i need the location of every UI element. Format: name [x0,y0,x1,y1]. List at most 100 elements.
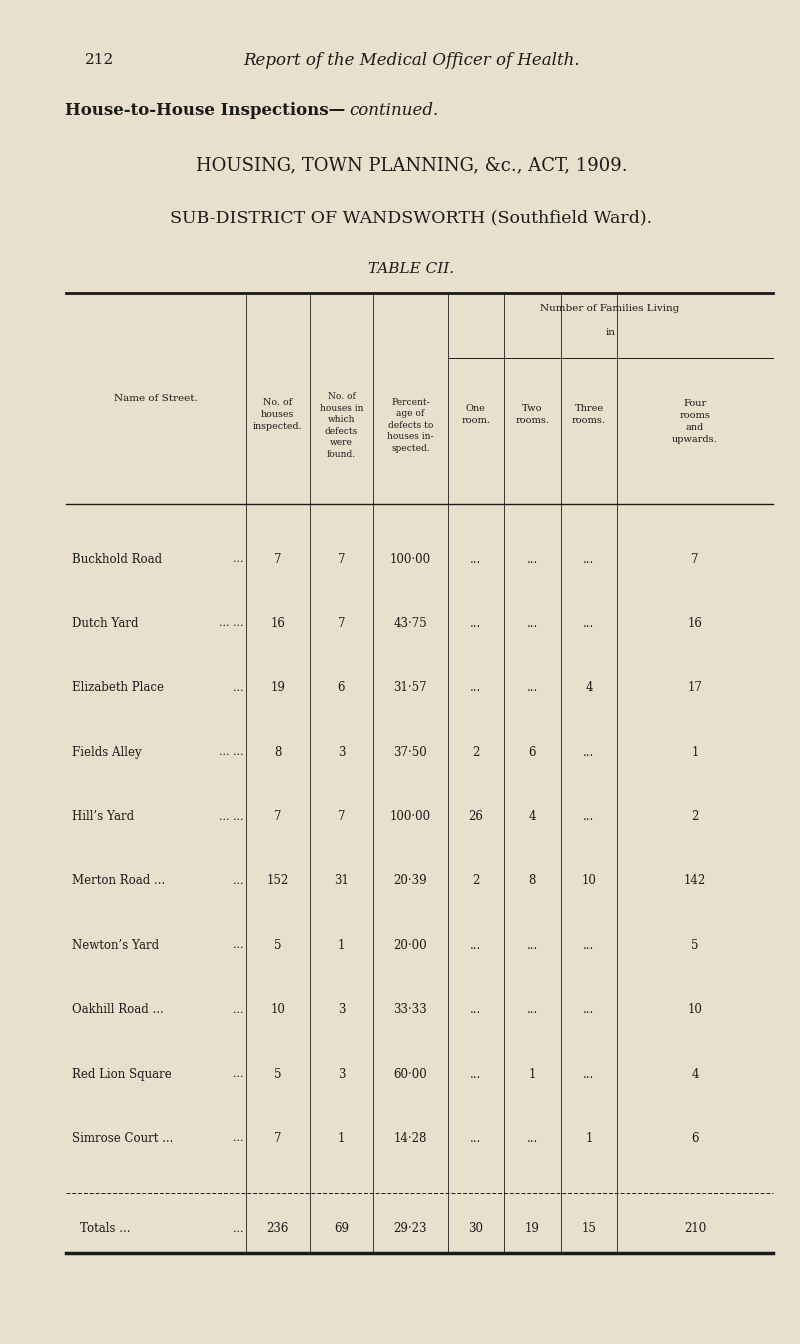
Text: 31: 31 [334,875,349,887]
Text: in: in [605,328,615,337]
Text: ...: ... [583,746,594,759]
Text: 1: 1 [529,1067,536,1081]
Text: 100·00: 100·00 [390,810,431,823]
Text: 2: 2 [691,810,698,823]
Text: 14·28: 14·28 [394,1132,427,1145]
Text: 6: 6 [691,1132,698,1145]
Text: 43·75: 43·75 [394,617,427,630]
Text: Newton’s Yard: Newton’s Yard [72,939,159,952]
Text: ...: ... [470,939,482,952]
Text: 7: 7 [274,1132,282,1145]
Text: ...: ... [526,552,538,566]
Text: 1: 1 [586,1132,593,1145]
Text: 31·57: 31·57 [394,681,427,695]
Text: ...: ... [470,1132,482,1145]
Text: ...: ... [233,1223,244,1234]
Text: ...: ... [583,617,594,630]
Text: ...: ... [233,876,244,886]
Text: 212: 212 [85,54,114,67]
Text: 10: 10 [687,1003,702,1016]
Text: 1: 1 [338,1132,345,1145]
Text: 236: 236 [266,1222,289,1235]
Text: 210: 210 [684,1222,706,1235]
Text: 5: 5 [691,939,698,952]
Text: ...: ... [470,681,482,695]
Text: 15: 15 [582,1222,596,1235]
Text: 1: 1 [691,746,698,759]
Text: 37·50: 37·50 [394,746,427,759]
Text: Four
rooms
and
upwards.: Four rooms and upwards. [672,399,718,444]
Text: 4: 4 [691,1067,698,1081]
Text: ...: ... [526,939,538,952]
Text: Dutch Yard: Dutch Yard [72,617,138,630]
Text: ...: ... [233,554,244,564]
Text: 20·00: 20·00 [394,939,427,952]
Text: Buckhold Road: Buckhold Road [72,552,162,566]
Text: 1: 1 [338,939,345,952]
Text: ...: ... [526,1132,538,1145]
Text: House-to-House Inspections—: House-to-House Inspections— [65,102,346,118]
Text: 3: 3 [338,1067,346,1081]
Text: ...: ... [526,681,538,695]
Text: No. of
houses
inspected.: No. of houses inspected. [253,398,302,431]
Text: ...: ... [583,1067,594,1081]
Text: 6: 6 [338,681,346,695]
Text: 17: 17 [687,681,702,695]
Text: Totals ...: Totals ... [80,1222,130,1235]
Text: ...: ... [470,552,482,566]
Text: 29·23: 29·23 [394,1222,427,1235]
Text: ...: ... [583,810,594,823]
Text: 30: 30 [468,1222,483,1235]
Text: 8: 8 [529,875,536,887]
Text: continued.: continued. [350,102,438,118]
Text: ...: ... [233,683,244,692]
Text: 19: 19 [525,1222,540,1235]
Text: 19: 19 [270,681,286,695]
Text: Elizabeth Place: Elizabeth Place [72,681,164,695]
Text: SUB-DISTRICT OF WANDSWORTH (Southfield Ward).: SUB-DISTRICT OF WANDSWORTH (Southfield W… [170,210,653,226]
Text: ...: ... [583,1003,594,1016]
Text: 20·39: 20·39 [394,875,427,887]
Text: Name of Street.: Name of Street. [114,394,198,403]
Text: 100·00: 100·00 [390,552,431,566]
Text: 7: 7 [338,810,346,823]
Text: ...: ... [470,617,482,630]
Text: Oakhill Road ...: Oakhill Road ... [72,1003,164,1016]
Text: Three
rooms.: Three rooms. [572,405,606,425]
Text: ... ...: ... ... [219,747,244,757]
Text: Number of Families Living: Number of Families Living [541,304,680,313]
Text: 33·33: 33·33 [394,1003,427,1016]
Text: 152: 152 [266,875,289,887]
Text: 60·00: 60·00 [394,1067,427,1081]
Text: 7: 7 [338,617,346,630]
Text: ...: ... [526,617,538,630]
Text: 7: 7 [338,552,346,566]
Text: ...: ... [233,1068,244,1079]
Text: 5: 5 [274,939,282,952]
Text: 4: 4 [529,810,536,823]
Text: ...: ... [233,941,244,950]
Text: TABLE CII.: TABLE CII. [369,262,454,276]
Text: 26: 26 [468,810,483,823]
Text: 2: 2 [472,746,479,759]
Text: No. of
houses in
which
defects
were
found.: No. of houses in which defects were foun… [320,392,363,458]
Text: 3: 3 [338,746,346,759]
Text: ... ...: ... ... [219,812,244,821]
Text: 69: 69 [334,1222,349,1235]
Text: Percent-
age of
defects to
houses in-
spected.: Percent- age of defects to houses in- sp… [387,398,434,453]
Text: One
room.: One room. [462,405,490,425]
Text: 2: 2 [472,875,479,887]
Text: 10: 10 [270,1003,286,1016]
Text: 3: 3 [338,1003,346,1016]
Text: ...: ... [470,1003,482,1016]
Text: ...: ... [470,1067,482,1081]
Text: 16: 16 [687,617,702,630]
Text: 4: 4 [586,681,593,695]
Text: ...: ... [583,552,594,566]
Text: Two
rooms.: Two rooms. [515,405,550,425]
Text: Merton Road ...: Merton Road ... [72,875,165,887]
Text: 7: 7 [274,552,282,566]
Text: Hill’s Yard: Hill’s Yard [72,810,134,823]
Text: 8: 8 [274,746,282,759]
Text: 7: 7 [691,552,698,566]
